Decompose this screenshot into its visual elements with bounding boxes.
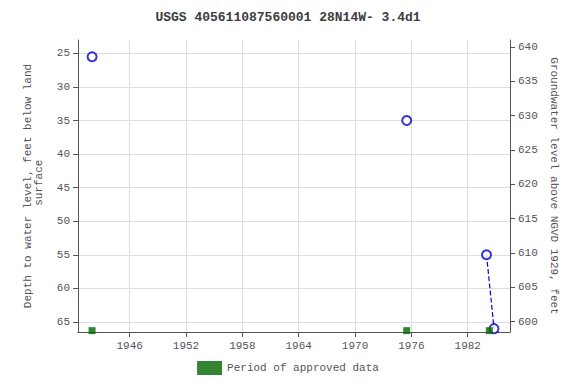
svg-text:615: 615 [518, 213, 538, 225]
svg-text:1958: 1958 [229, 340, 255, 352]
svg-text:Groundwater level above NGVD 1: Groundwater level above NGVD 1929, feet [548, 57, 560, 314]
svg-text:55: 55 [57, 249, 70, 261]
svg-text:605: 605 [518, 281, 538, 293]
svg-text:620: 620 [518, 178, 538, 190]
svg-text:40: 40 [57, 148, 70, 160]
svg-text:Depth to water level, feet bel: Depth to water level, feet below land [21, 63, 34, 309]
svg-text:1964: 1964 [285, 340, 312, 352]
svg-text:610: 610 [518, 247, 538, 259]
svg-text:600: 600 [518, 316, 538, 328]
svg-text:630: 630 [518, 110, 538, 122]
svg-text:30: 30 [57, 81, 70, 93]
svg-text:1982: 1982 [455, 340, 481, 352]
svg-text:65: 65 [57, 316, 70, 328]
svg-text:1946: 1946 [116, 340, 142, 352]
svg-text:25: 25 [57, 47, 70, 59]
svg-text:640: 640 [518, 41, 538, 53]
svg-text:Period of approved data: Period of approved data [227, 362, 379, 374]
svg-text:1976: 1976 [398, 340, 424, 352]
svg-text:1970: 1970 [342, 340, 368, 352]
svg-text:1952: 1952 [173, 340, 199, 352]
svg-text:USGS 405611087560001 28N14W- 3: USGS 405611087560001 28N14W- 3.4d1 [155, 10, 420, 25]
svg-text:625: 625 [518, 144, 538, 156]
svg-text:60: 60 [57, 282, 70, 294]
svg-text:45: 45 [57, 182, 70, 194]
svg-text:surface: surface [33, 160, 45, 213]
svg-text:35: 35 [57, 115, 70, 127]
svg-text:635: 635 [518, 75, 538, 87]
svg-text:50: 50 [57, 215, 70, 227]
